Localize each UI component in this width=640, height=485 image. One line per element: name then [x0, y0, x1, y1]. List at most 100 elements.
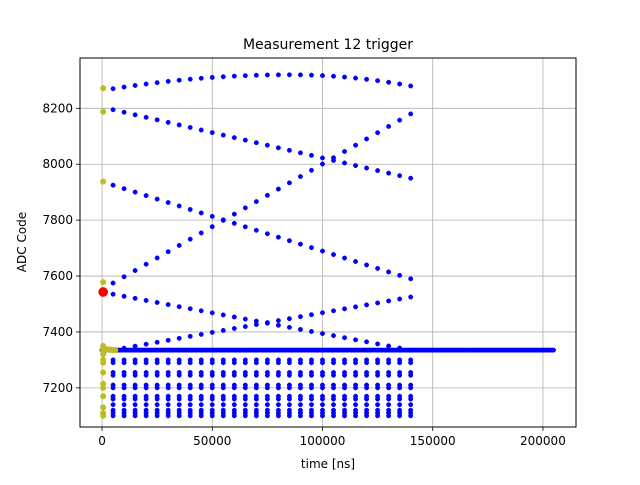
- data-point-band: [253, 413, 259, 419]
- data-point-curve: [253, 227, 259, 233]
- x-tick-label: 100000: [300, 434, 346, 448]
- data-point-curve: [231, 73, 237, 79]
- data-point-curve: [386, 123, 392, 129]
- data-point-band: [198, 402, 204, 408]
- data-point-band: [375, 413, 381, 419]
- data-point-curve: [242, 137, 248, 143]
- data-point-curve: [386, 298, 392, 304]
- data-point-curve: [165, 249, 171, 255]
- data-point-curve: [331, 73, 336, 79]
- data-point-curve: [121, 186, 127, 192]
- data-point-band: [187, 402, 193, 408]
- data-point-curve: [198, 75, 204, 81]
- data-point-band: [275, 372, 281, 378]
- data-point-curve: [364, 339, 370, 345]
- data-point-curve: [275, 322, 281, 328]
- data-point-band: [408, 385, 414, 391]
- x-tick-label: 200000: [520, 434, 566, 448]
- data-point-curve: [176, 203, 182, 209]
- data-point-curve: [110, 291, 116, 297]
- data-point-band: [309, 385, 314, 391]
- data-point-band: [375, 372, 381, 378]
- data-point-curve: [209, 329, 215, 335]
- data-point-curve: [309, 329, 314, 334]
- data-point-band: [309, 372, 314, 378]
- data-point-band: [364, 385, 370, 391]
- data-point-band: [176, 360, 182, 366]
- data-point-curve: [286, 238, 292, 244]
- data-point-curve: [242, 316, 248, 322]
- data-point-curve: [253, 199, 259, 205]
- data-point-band: [286, 413, 292, 419]
- data-point-curve: [342, 74, 347, 80]
- data-point-curve: [121, 84, 127, 90]
- data-point-band: [143, 402, 149, 408]
- data-point-band: [286, 396, 292, 402]
- data-point-curve: [275, 72, 281, 78]
- data-point-curve: [143, 114, 149, 120]
- data-point-curve: [309, 312, 314, 318]
- y-axis-label: ADC Code: [15, 212, 29, 272]
- data-point-band: [375, 360, 381, 366]
- data-point-band: [375, 402, 381, 408]
- data-point-band: [198, 360, 204, 366]
- data-point-band: [110, 396, 116, 402]
- data-point-band: [253, 402, 259, 408]
- data-point-band: [242, 402, 248, 408]
- data-point-curve: [342, 335, 347, 341]
- data-point-curve: [242, 324, 248, 329]
- data-point-band: [198, 413, 204, 419]
- data-point-curve: [176, 77, 182, 83]
- data-point-curve: [286, 147, 292, 153]
- data-point-band: [198, 372, 204, 378]
- data-point-curve: [320, 248, 325, 254]
- x-axis-label: time [ns]: [301, 457, 355, 471]
- data-point-curve: [154, 117, 160, 123]
- data-point-curve: [397, 173, 403, 179]
- data-point-band: [331, 413, 336, 419]
- data-point-band: [187, 372, 193, 378]
- data-point-curve: [320, 310, 325, 316]
- data-point-band: [209, 360, 215, 366]
- data-point-band: [397, 396, 403, 402]
- data-point-band: [165, 385, 171, 391]
- data-point-curve: [320, 73, 325, 79]
- data-point-curve: [198, 230, 204, 236]
- data-point-curve: [143, 81, 149, 87]
- data-point-curve: [320, 161, 325, 167]
- data-point-curve: [121, 274, 127, 280]
- data-point-curve: [297, 326, 303, 332]
- data-point-band: [353, 360, 359, 366]
- data-point-band: [132, 385, 138, 391]
- data-point-band: [297, 385, 303, 391]
- data-point-band: [375, 385, 381, 391]
- data-point-band: [209, 396, 215, 402]
- data-point-band: [364, 372, 370, 378]
- data-point-band: [342, 413, 347, 419]
- data-point-curve: [242, 205, 248, 211]
- data-point-curve: [220, 217, 226, 223]
- data-point-band: [353, 385, 359, 391]
- data-point-curve: [187, 306, 193, 312]
- data-point-band: [286, 360, 292, 366]
- data-point-band: [165, 396, 171, 402]
- data-point-band: [386, 385, 392, 391]
- data-point-curve: [386, 79, 392, 85]
- data-point-curve: [220, 74, 226, 80]
- data-point-band: [176, 402, 182, 408]
- data-point-band: [165, 372, 171, 378]
- data-point-curve: [209, 130, 215, 136]
- data-point-band: [275, 402, 281, 408]
- data-point-curve: [110, 182, 116, 188]
- data-point-curve: [386, 170, 392, 176]
- data-point-curve: [198, 331, 204, 337]
- data-point-band: [231, 360, 237, 366]
- data-point-curve: [176, 243, 182, 248]
- data-point-band: [121, 402, 127, 408]
- data-point-band: [209, 372, 215, 378]
- data-point-band: [110, 413, 116, 419]
- data-point-band: [165, 360, 171, 366]
- data-point-curve: [264, 142, 270, 148]
- data-point-band: [320, 360, 325, 366]
